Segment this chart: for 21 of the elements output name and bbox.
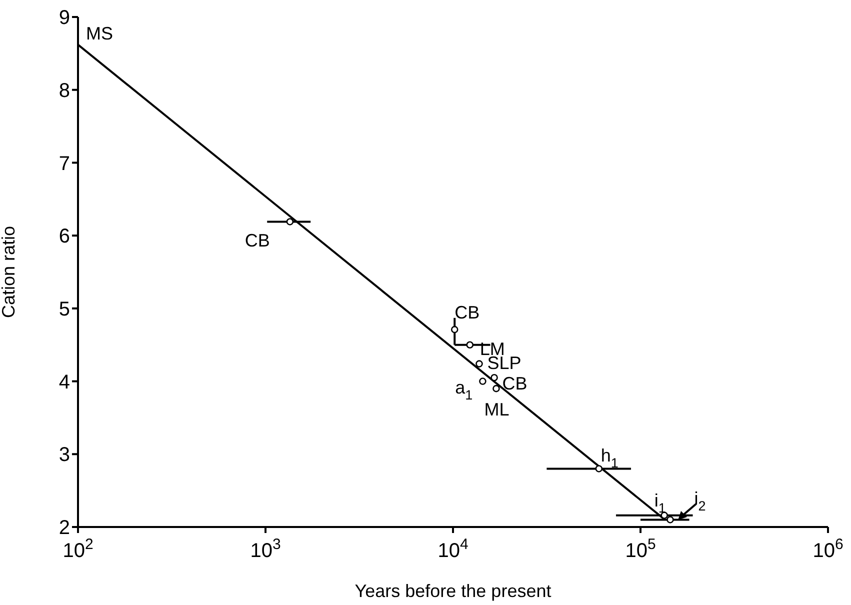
x-tick-label: 10$^{4}$ (438, 536, 468, 562)
y-tick-label: 9 (58, 7, 70, 30)
annotation: a$_{1}$ (455, 377, 473, 402)
annotation: MS (86, 23, 113, 44)
annotation: CB (244, 230, 270, 250)
annotation: i$_{2}$ (694, 488, 706, 514)
annotation: h$_{1}$ (600, 445, 618, 471)
x-axis-title: Years before the present (354, 581, 552, 601)
y-tick-label: 8 (58, 80, 70, 102)
y-tick-label: 4 (58, 371, 70, 394)
y-axis-title: Cation ratio (0, 226, 18, 318)
x-tick-label: 10$^{3}$ (250, 536, 281, 562)
annotation: ML (484, 399, 510, 420)
annotation: CB (454, 302, 480, 322)
y-tick-label: 6 (58, 226, 70, 248)
annotation: CB (502, 373, 528, 394)
x-tick-label: 10$^{6}$ (812, 536, 844, 562)
x-tick-label: 10$^{5}$ (625, 536, 656, 562)
y-tick-label: 3 (58, 444, 70, 466)
y-tick-label: 5 (58, 298, 70, 321)
y-tick-label: 7 (58, 152, 70, 175)
